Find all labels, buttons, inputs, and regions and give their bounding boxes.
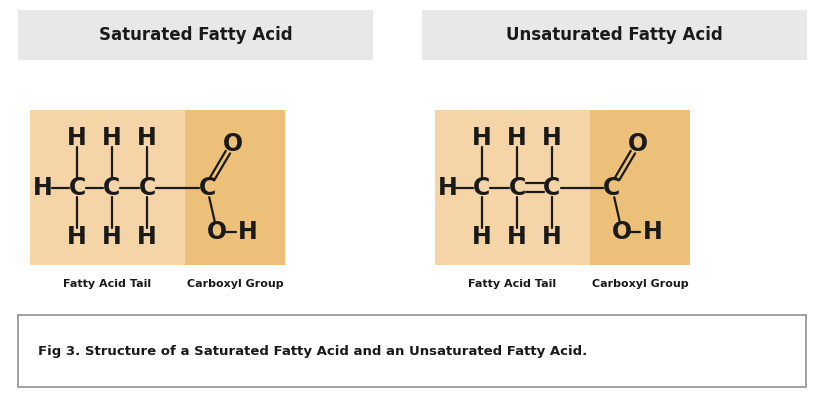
Text: C: C: [603, 175, 620, 199]
Text: O: O: [612, 220, 632, 243]
FancyBboxPatch shape: [422, 10, 807, 60]
Text: O: O: [223, 132, 243, 156]
Text: H: H: [67, 126, 87, 150]
Text: H: H: [644, 220, 662, 243]
Text: H: H: [102, 225, 122, 249]
Text: Fig 3. Structure of a Saturated Fatty Acid and an Unsaturated Fatty Acid.: Fig 3. Structure of a Saturated Fatty Ac…: [38, 344, 587, 357]
Text: C: C: [139, 175, 156, 199]
Bar: [30, 110, 185, 265]
Text: C: C: [68, 175, 86, 199]
FancyBboxPatch shape: [18, 10, 373, 60]
Text: H: H: [137, 225, 157, 249]
Text: C: C: [544, 175, 561, 199]
Text: C: C: [474, 175, 491, 199]
Text: C: C: [103, 175, 120, 199]
Bar: [590, 110, 690, 265]
Text: Carboxyl Group: Carboxyl Group: [592, 279, 688, 289]
Text: H: H: [238, 220, 258, 243]
Text: H: H: [137, 126, 157, 150]
Bar: [435, 110, 590, 265]
Text: H: H: [102, 126, 122, 150]
Text: Carboxyl Group: Carboxyl Group: [186, 279, 283, 289]
Text: H: H: [507, 126, 527, 150]
Text: C: C: [508, 175, 526, 199]
Text: H: H: [67, 225, 87, 249]
Text: H: H: [438, 175, 458, 199]
Text: Saturated Fatty Acid: Saturated Fatty Acid: [99, 26, 292, 44]
Text: Unsaturated Fatty Acid: Unsaturated Fatty Acid: [506, 26, 723, 44]
Text: H: H: [542, 126, 562, 150]
Text: C: C: [198, 175, 215, 199]
Text: O: O: [628, 132, 648, 156]
Text: H: H: [507, 225, 527, 249]
Text: H: H: [33, 175, 53, 199]
Text: H: H: [472, 126, 492, 150]
Text: H: H: [542, 225, 562, 249]
Text: O: O: [207, 220, 227, 243]
Text: Fatty Acid Tail: Fatty Acid Tail: [64, 279, 152, 289]
Bar: [185, 110, 285, 265]
Text: H: H: [472, 225, 492, 249]
Text: Fatty Acid Tail: Fatty Acid Tail: [469, 279, 557, 289]
Bar: [18, 315, 806, 387]
